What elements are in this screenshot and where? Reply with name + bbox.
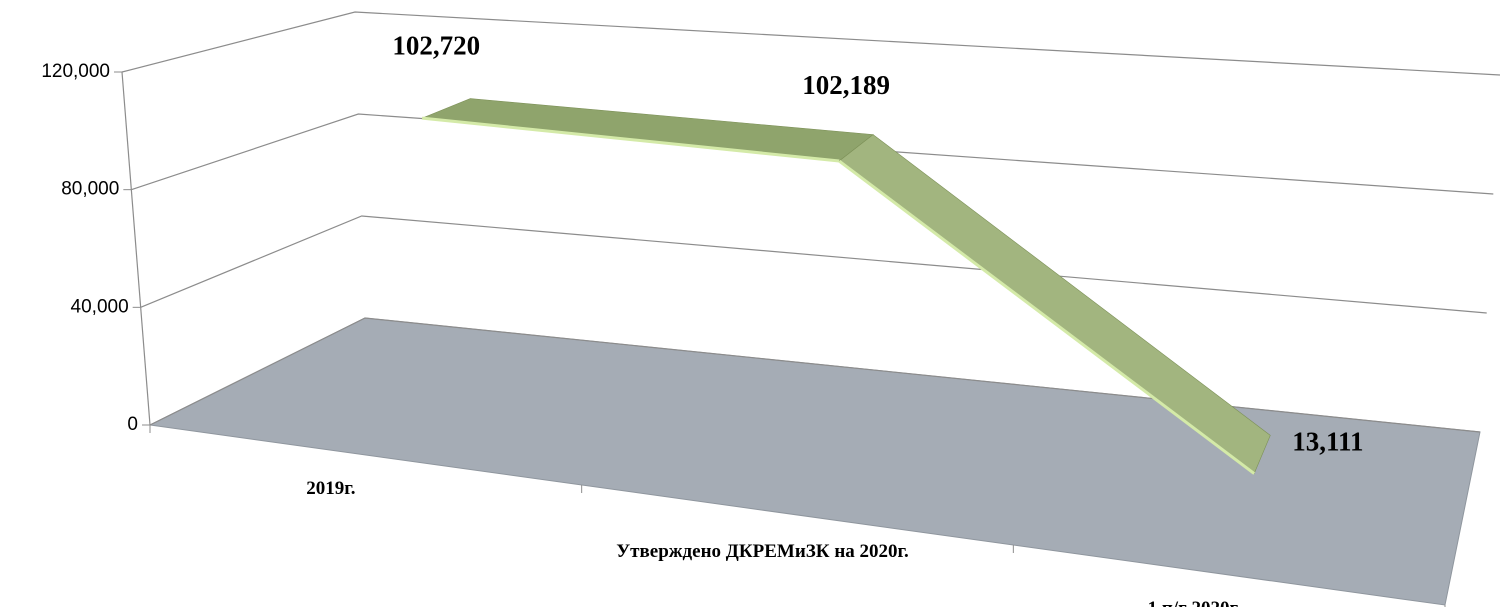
x-tick-label: 2019г. [306,478,356,499]
grid-line [140,215,1487,314]
y-axis [121,71,151,426]
y-tick-label: 80,000 [61,179,119,200]
line-edge [838,159,1256,475]
data-label: 102,189 [802,70,890,100]
data-label: 102,720 [392,31,480,61]
y-tick-label: 40,000 [71,296,129,317]
grid-line [131,113,1494,195]
x-tick-label: 1 п/г 2020г. [1014,597,1374,607]
line-edge [421,116,840,163]
grid-line [149,317,1481,433]
line-segment [421,98,874,162]
y-tick-label: 120,000 [41,61,110,82]
data-label: 13,111 [1292,427,1363,457]
grid-line [121,11,1500,76]
x-tick-label: Утверждено ДКРЕМиЗК на 2020г. [616,541,909,562]
y-tick-label: 0 [127,414,138,435]
